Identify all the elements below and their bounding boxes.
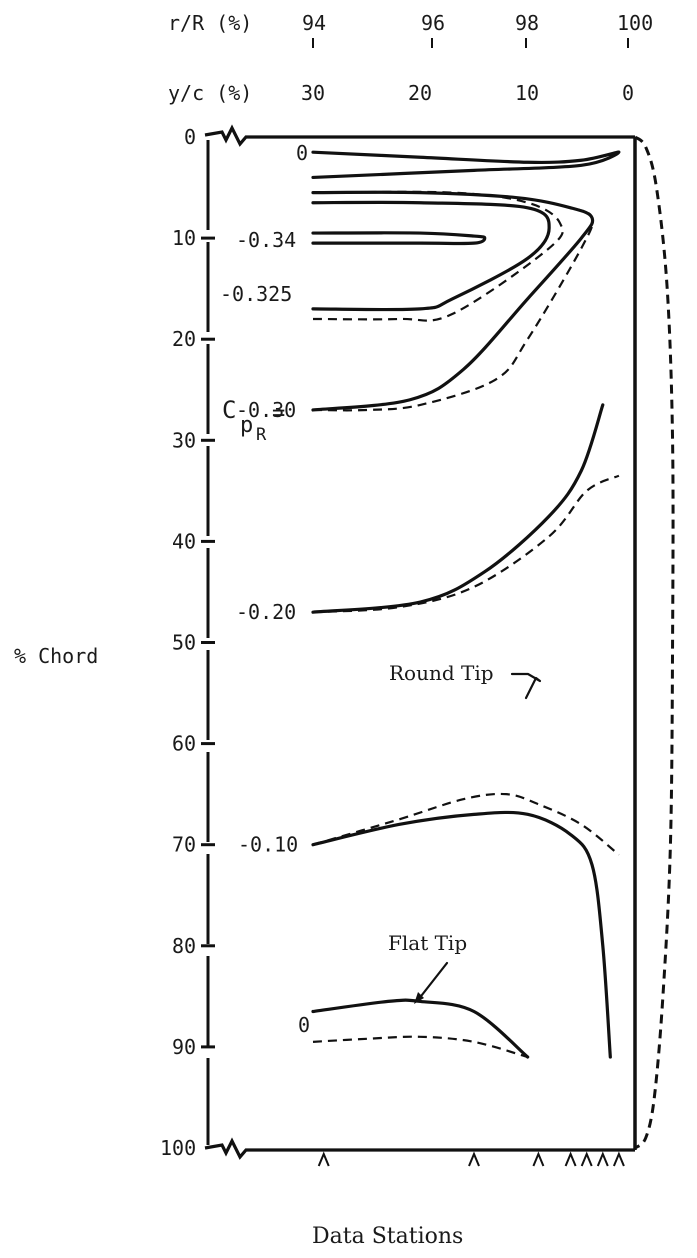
y-tick-label: 20 xyxy=(172,327,196,351)
round-tip-boundary-curve xyxy=(633,135,675,1150)
round-tip-boundary-line xyxy=(633,135,675,1150)
contour-level-label: -0.325 xyxy=(220,282,292,306)
chart-frame xyxy=(204,124,637,1160)
data-station-marker xyxy=(532,1151,545,1167)
data-station-marker xyxy=(596,1151,609,1167)
cp-subsubscript: R xyxy=(256,425,267,445)
top-axis-r-tick-label: 94 xyxy=(302,11,326,35)
top-axis-r-label: r/R (%) xyxy=(168,11,252,35)
y-tick-label: 100 xyxy=(160,1136,196,1160)
round-tip-leader xyxy=(510,672,542,700)
y-tick-label: 10 xyxy=(172,226,196,250)
top-axis-y-tick-label: 20 xyxy=(408,81,432,105)
y-tick-label: 30 xyxy=(172,428,196,452)
data-station-marker xyxy=(564,1151,577,1167)
round-tip-contour-line xyxy=(312,792,620,856)
top-axis-y-tick-label: 0 xyxy=(622,81,634,105)
top-axis-r-tick-label: 98 xyxy=(515,11,539,35)
data-stations xyxy=(317,1151,625,1167)
flat-tip-series xyxy=(311,150,621,1059)
flat-tip-annotation: Flat Tip xyxy=(388,931,467,955)
round-tip-annotation: Round Tip xyxy=(389,661,494,685)
top-axis-y-label: y/c (%) xyxy=(168,81,252,105)
top-axis-y-ticks: 30 20 10 0 xyxy=(301,81,634,105)
flat-tip-contour-line xyxy=(311,810,612,1059)
y-tick-label: 90 xyxy=(172,1035,196,1059)
top-axis-y-tick-label: 30 xyxy=(301,81,325,105)
contour-labels: 0 -0.34 -0.325 -0.30 -0.20 -0.10 0 xyxy=(220,141,310,1037)
flat-tip-contour-line xyxy=(311,403,605,614)
contour-series xyxy=(311,150,621,1059)
round-tip-contour-line xyxy=(312,474,620,614)
y-tick-label: 80 xyxy=(172,934,196,958)
contour-level-label: -0.34 xyxy=(236,228,296,252)
contour-level-label: 0 xyxy=(296,141,308,165)
cp-subscript: p xyxy=(240,413,253,438)
bottom-axis-line xyxy=(204,1137,635,1160)
data-station-marker xyxy=(580,1151,593,1167)
cp-equals: = xyxy=(272,401,285,426)
y-axis-label: % Chord xyxy=(14,644,98,668)
round-tip-series xyxy=(312,190,620,1059)
round-tip-contour-line xyxy=(312,191,594,412)
top-axis-r-tick-label: 96 xyxy=(421,11,445,35)
contour-level-label: -0.30 xyxy=(236,398,296,422)
data-station-marker xyxy=(612,1151,625,1167)
x-axis-label: Data Stations xyxy=(312,1224,463,1249)
y-tick-labels: 0 10 20 30 40 50 60 70 80 90 100 xyxy=(160,125,196,1160)
top-axis-line xyxy=(204,124,635,147)
round-tip-contour-line xyxy=(312,190,564,322)
y-tick-label: 60 xyxy=(172,732,196,756)
flat-tip-contour-line xyxy=(311,998,530,1059)
flat-tip-contour-line xyxy=(311,190,595,412)
flat-tip-arrowhead xyxy=(414,992,424,1004)
y-tick-label: 0 xyxy=(184,125,196,149)
data-station-marker xyxy=(468,1151,480,1167)
top-axis-y-tick-label: 10 xyxy=(515,81,539,105)
left-axis xyxy=(201,140,215,1145)
flat-tip-leader xyxy=(416,961,449,1002)
flat-tip-contour-line xyxy=(311,150,621,180)
contour-level-label: 0 xyxy=(298,1013,310,1037)
flat-tip-contour-line xyxy=(311,231,487,246)
flat-tip-contour-line xyxy=(311,200,551,312)
cp-symbol: C xyxy=(222,396,236,424)
contour-level-label: -0.20 xyxy=(236,600,296,624)
contour-level-label: -0.10 xyxy=(238,833,298,857)
data-station-marker xyxy=(317,1151,330,1167)
y-tick-label: 70 xyxy=(172,833,196,857)
top-axis-r-ticks: 94 96 98 100 xyxy=(302,11,653,48)
y-tick-label: 50 xyxy=(172,631,196,655)
round-tip-contour-line xyxy=(312,1035,528,1059)
y-tick-label: 40 xyxy=(172,529,196,553)
top-axis-r-tick-label: 100 xyxy=(617,11,653,35)
